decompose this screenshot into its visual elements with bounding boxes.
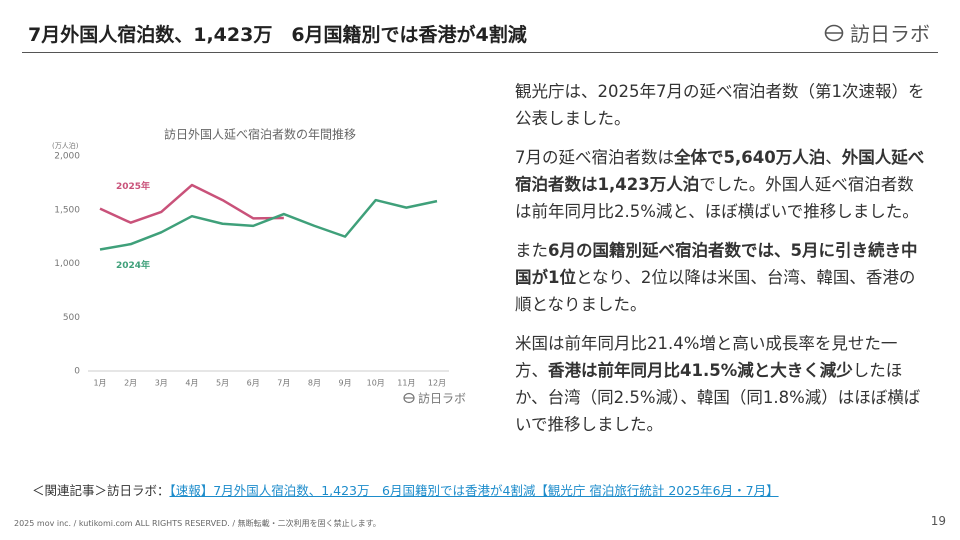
text: 7月の延べ宿泊者数は	[515, 148, 674, 167]
text: 、	[825, 148, 842, 167]
y-unit: (万人泊)	[52, 141, 79, 150]
text: 米国は前年同月比21.4%増と高い成長率を見せた一方、	[515, 334, 898, 380]
x-tick-label: 9月	[339, 379, 352, 388]
x-tick-label: 11月	[397, 379, 415, 388]
logo: 訪日ラボ	[824, 18, 930, 47]
y-tick-label: 1,500	[54, 205, 80, 215]
chart-logo-text: 訪日ラボ	[418, 391, 466, 406]
y-tick-label: 1,000	[54, 259, 80, 269]
x-tick-label: 10月	[367, 379, 385, 388]
text: となり、2位以降は米国、台湾、韓国、香港の順となりました。	[515, 268, 916, 314]
x-tick-label: 6月	[247, 379, 260, 388]
text: でした。外国人延べ宿泊者数は前年同月比2.5%減と、ほぼ横ばいで推移しました。	[515, 175, 919, 221]
series-line	[99, 198, 438, 251]
logo-text: 訪日ラボ	[850, 22, 930, 46]
related-prefix: ＜関連記事＞訪日ラボ：	[32, 483, 170, 498]
text: 観光庁は、2025年7月の延べ宿泊者数（第1次速報）を公表しました。	[515, 82, 925, 128]
y-tick-label: 500	[63, 313, 80, 323]
bold-text: 外国人延べ宿泊者数は1,423万人泊	[515, 148, 925, 194]
x-tick-label: 1月	[93, 379, 106, 388]
paragraph: また6月の国籍別延べ宿泊者数では、5月に引き続き中国が1位となり、2位以降は米国…	[515, 237, 925, 318]
series-label: 2025年	[116, 180, 150, 192]
y-tick-label: 2,000	[54, 152, 80, 162]
bold-text: 6月の国籍別延べ宿泊者数では、5月に引き続き中国が1位	[515, 241, 918, 287]
header-rule	[22, 52, 938, 53]
bold-text: 全体で5,640万人泊	[674, 148, 826, 167]
x-tick-label: 4月	[185, 379, 198, 388]
related-article: ＜関連記事＞訪日ラボ：【速報】7月外国人宿泊数、1,423万 6月国籍別では香港…	[32, 480, 779, 499]
related-link[interactable]: 【速報】7月外国人宿泊数、1,423万 6月国籍別では香港が4割減【観光庁 宿泊…	[169, 483, 779, 498]
x-tick-label: 5月	[216, 379, 229, 388]
page-number: 19	[930, 514, 946, 528]
copyright: 2025 mov inc. / kutikomi.com ALL RIGHTS …	[14, 519, 381, 528]
logo-icon	[824, 24, 844, 41]
series-line	[99, 183, 284, 224]
chart-title: 訪日外国人延べ宿泊者数の年間推移	[164, 127, 356, 142]
x-tick-label: 12月	[428, 379, 446, 388]
x-tick-label: 7月	[277, 379, 290, 388]
paragraph: 米国は前年同月比21.4%増と高い成長率を見せた一方、香港は前年同月比41.5%…	[515, 330, 925, 438]
bold-text: 香港は前年同月比41.5%減と大きく減少	[548, 361, 853, 380]
paragraph: 7月の延べ宿泊者数は全体で5,640万人泊、外国人延べ宿泊者数は1,423万人泊…	[515, 144, 925, 225]
y-tick-label: 0	[74, 367, 80, 377]
paragraph: 観光庁は、2025年7月の延べ宿泊者数（第1次速報）を公表しました。	[515, 78, 925, 132]
text: また	[515, 241, 548, 260]
slide-title: 7月外国人宿泊数、1,423万 6月国籍別では香港が4割減	[28, 24, 527, 46]
body-text: 観光庁は、2025年7月の延べ宿泊者数（第1次速報）を公表しました。 7月の延べ宿…	[515, 78, 925, 450]
x-tick-label: 2月	[124, 379, 137, 388]
text: したほか、台湾（同2.5%減）、韓国（同1.8%減）はほぼ横ばいで推移しました。	[515, 361, 921, 434]
x-tick-label: 3月	[155, 379, 168, 388]
x-tick-label: 8月	[308, 379, 321, 388]
series-label: 2024年	[116, 259, 150, 271]
chart: 訪日外国人延べ宿泊者数の年間推移 (万人泊) 0 500 1,000 1,500 2,000…	[52, 127, 466, 406]
